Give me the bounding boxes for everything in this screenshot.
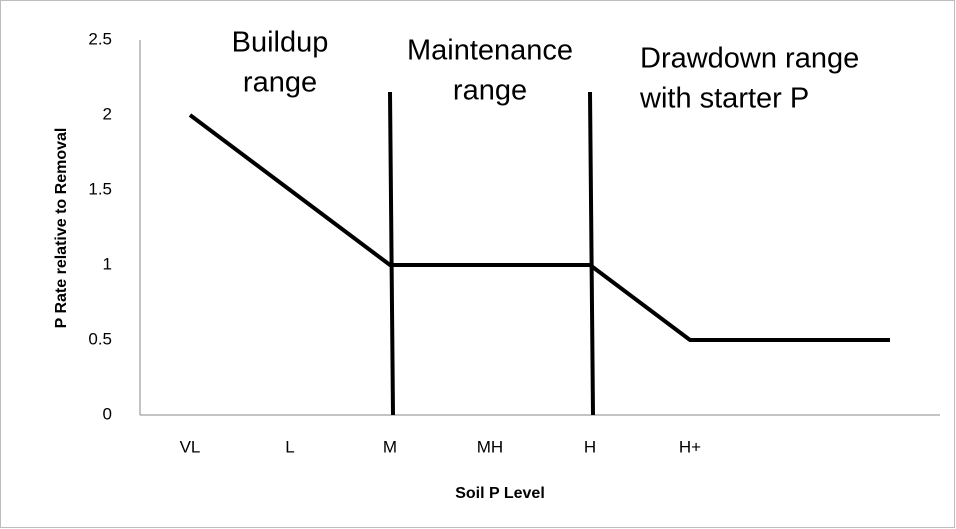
range-boundary bbox=[588, 91, 595, 416]
annotation: Buildup bbox=[232, 27, 329, 59]
data-line bbox=[188, 113, 890, 342]
y-tick-label: 0 bbox=[103, 404, 112, 423]
annotation: range bbox=[453, 75, 527, 107]
y-tick-label: 1 bbox=[103, 254, 112, 273]
x-tick-label: MH bbox=[477, 437, 503, 456]
x-tick-label: H bbox=[584, 437, 596, 456]
y-tick-label: 0.5 bbox=[88, 329, 112, 348]
annotation: Drawdown range bbox=[640, 43, 859, 75]
y-tick-label: 1.5 bbox=[88, 179, 112, 198]
y-tick-label: 2 bbox=[103, 104, 112, 123]
x-tick-label: L bbox=[285, 437, 294, 456]
annotation: Maintenance bbox=[407, 35, 573, 67]
annotation: range bbox=[243, 67, 317, 99]
x-tick-label: VL bbox=[180, 437, 201, 456]
x-tick-label: H+ bbox=[679, 437, 701, 456]
range-boundary bbox=[388, 91, 395, 416]
x-tick-label: M bbox=[383, 437, 397, 456]
y-tick-label: 2.5 bbox=[88, 29, 112, 48]
y-axis-title: P Rate relative to Removal bbox=[53, 128, 70, 329]
x-axis-title: Soil P Level bbox=[455, 485, 545, 502]
annotation: with starter P bbox=[639, 83, 809, 115]
